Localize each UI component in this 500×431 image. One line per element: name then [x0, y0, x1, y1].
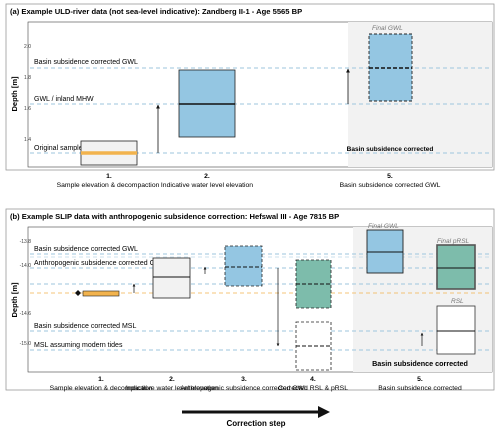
panel-a-tick: 2.0	[24, 44, 31, 50]
panel-b-sample-box	[82, 290, 120, 297]
panel-b-shaded-label: Basin subsidence corrected	[372, 359, 468, 368]
correction-step-label: Correction step	[226, 419, 285, 428]
panel-b-label-basin-msl: Basin subsidence corrected MSL	[34, 323, 136, 330]
panel-b-final-gwl-label: Final GWL	[368, 223, 399, 230]
panel-a-label-basin-gwl: Basin subsidence corrected GWL	[34, 59, 138, 66]
panel-b-step-label: Indicative water level elevation	[126, 385, 218, 392]
panel-a-tick: 1.8	[24, 75, 31, 81]
panel-a-shaded-label: Basin subsidence corrected	[347, 146, 434, 153]
panel-b-rsl-box	[295, 321, 332, 371]
panel-b-step-num: 1.	[98, 376, 104, 383]
panel-b-step-num: 4.	[310, 376, 316, 383]
panel-b-step-label: Basin subsidence corrected	[378, 385, 462, 392]
panel-a-frame	[5, 3, 495, 171]
panel-a-step-label: Basin subsidence corrected GWL	[340, 182, 441, 189]
panel-b-step-num: 2.	[169, 376, 175, 383]
panel-b-step-label: Corrected RSL & pRSL	[278, 385, 348, 392]
panel-b-tick: -15.0	[20, 341, 32, 347]
panel-b-sample-diamond	[75, 290, 81, 296]
panel-a-tick: 1.6	[24, 106, 31, 112]
panel-b-ylabel: Depth [m]	[10, 282, 19, 317]
panel-a-final-gwl-label: Final GWL	[372, 25, 403, 32]
panel-a-sample-label: Original sample elevation	[34, 145, 113, 152]
panel-a-step-num: 2.	[204, 173, 210, 180]
panel-b-step-num: 5.	[417, 376, 423, 383]
panel-b-tick: -14.0	[20, 263, 32, 269]
panel-b-indicative-box	[152, 257, 191, 299]
panel-a-step-num: 1.	[106, 173, 112, 180]
panel-b-title: (b) Example SLIP data with anthropogenic…	[10, 212, 339, 221]
panel-b-final-prsl-label: Final pRSL	[437, 238, 470, 245]
panel-a-tick: 1.4	[24, 137, 31, 143]
panel-b-step-num: 3.	[241, 376, 247, 383]
panel-b-prsl-box	[295, 259, 332, 309]
panel-b-rsl-label: RSL	[451, 298, 464, 305]
panel-b-final-prsl-box	[436, 244, 476, 290]
panel-a-label-sample: Original sample elevation	[34, 145, 113, 152]
panel-b-step-label: Sample elevation & decompaction	[50, 385, 153, 392]
panel-b-label-anthro-gwl: Anthropogenic subsidence corrected GWL	[34, 260, 166, 267]
panel-a-step-label: Indicative water level elevation	[161, 182, 253, 189]
panel-b-step-label: Anthropogenic subsidence corrected GWL	[180, 385, 308, 392]
panel-b-final-rsl-box	[436, 305, 476, 355]
panel-a-step-num: 5.	[387, 173, 393, 180]
panel-b-anthro-box	[224, 245, 263, 287]
correction-step-arrowhead	[318, 406, 330, 418]
panel-b-tick: -13.8	[20, 239, 32, 245]
panel-b-label-msl-tides: MSL assuming modern tides	[34, 342, 123, 349]
panel-a-ylabel: Depth [m]	[10, 76, 19, 111]
panel-a-title: (a) Example ULD-river data (not sea-leve…	[10, 7, 302, 16]
panel-b-frame	[5, 208, 495, 391]
panel-a-step-text: Sample elevation & decompaction	[57, 182, 160, 189]
panel-a-step-label: Sample elevation & decompaction	[57, 182, 160, 189]
panel-b-label-basin-gwl: Basin subsidence corrected GWL	[34, 246, 138, 253]
panel-b-tick: -14.6	[20, 311, 32, 317]
panel-a-label-gwl-mhw: GWL / inland MHW	[34, 96, 94, 103]
